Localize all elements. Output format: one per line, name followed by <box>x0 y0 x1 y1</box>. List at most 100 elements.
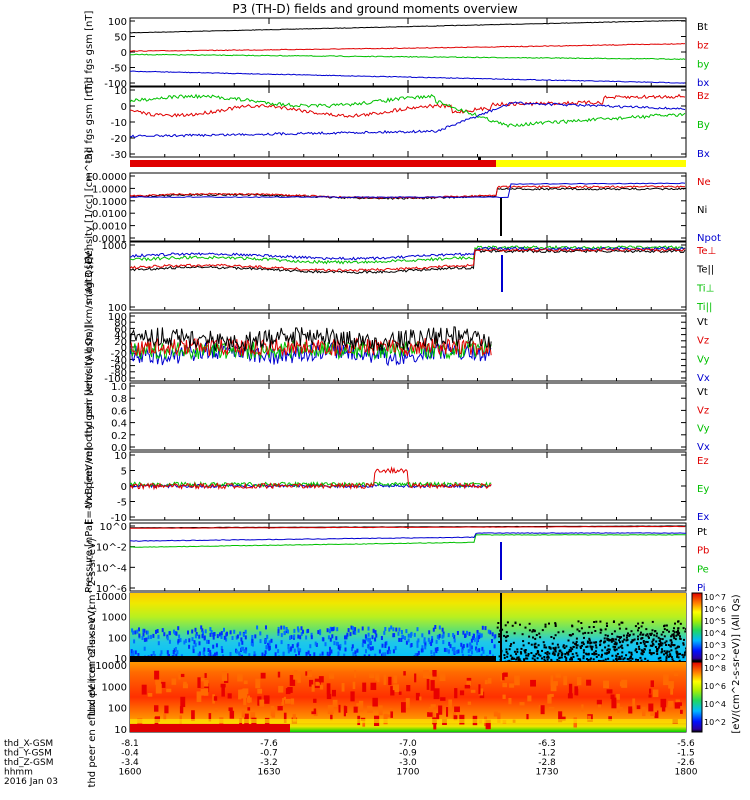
ion-noise <box>519 660 522 661</box>
ion-speckle <box>155 629 157 634</box>
ion-speckle <box>470 645 473 650</box>
ion-speckle <box>296 626 299 631</box>
electron-patch <box>503 672 508 677</box>
ion-noise <box>671 658 674 661</box>
ion-noise <box>581 644 583 647</box>
electron-patch <box>392 685 397 691</box>
ion-speckle <box>436 634 439 639</box>
ion-noise <box>631 657 634 660</box>
ion-speckle <box>434 625 437 629</box>
ion-noise <box>614 641 617 644</box>
ion-speckle <box>434 647 437 652</box>
ion-noise <box>651 640 654 643</box>
electron-patch <box>227 693 232 699</box>
ion-noise <box>611 637 614 640</box>
ion-noise <box>536 651 539 654</box>
legend-vy: Vy <box>697 354 710 365</box>
ion-noise <box>612 621 615 623</box>
ion-noise <box>615 648 618 651</box>
ion-speckle <box>421 645 424 650</box>
ion-noise <box>496 626 499 629</box>
ion-noise <box>677 627 680 630</box>
ion-noise <box>603 637 606 640</box>
ion-speckle <box>398 637 401 642</box>
ion-noise <box>606 649 609 652</box>
electron-patch <box>514 675 520 686</box>
ion-noise <box>588 637 591 640</box>
ion-speckle <box>476 633 479 638</box>
electron-patch <box>446 707 449 717</box>
ion-speckle <box>456 631 459 635</box>
ion-noise <box>569 646 572 649</box>
ion-speckle <box>417 638 420 643</box>
legend-pb: Pb <box>697 546 709 557</box>
ion-noise <box>577 620 580 623</box>
electron-patch <box>423 670 429 679</box>
ion-speckle <box>431 638 434 643</box>
ion-noise <box>612 638 615 641</box>
ion-noise <box>528 622 531 625</box>
ion-noise <box>498 633 501 636</box>
electron-patch <box>419 696 422 701</box>
ion-noise <box>558 656 561 659</box>
ion-noise <box>623 638 626 641</box>
ion-noise <box>590 646 593 649</box>
ion-speckle <box>471 650 473 655</box>
ion-noise <box>579 658 581 661</box>
ion-speckle <box>289 635 291 640</box>
ion-speckle <box>384 641 387 646</box>
ion-speckle <box>410 643 413 647</box>
ion-noise <box>567 639 570 642</box>
ion-speckle <box>333 641 336 646</box>
y-tick-label: 10 <box>114 451 127 462</box>
electron-patch <box>430 680 435 691</box>
electron-patch <box>401 702 406 713</box>
ion-speckle <box>416 643 419 648</box>
ion-noise <box>673 631 676 634</box>
ion-speckle <box>192 649 195 654</box>
ion-noise <box>649 632 652 635</box>
y-axis-label: Pressure [nPa] <box>84 521 95 593</box>
electron-patch <box>326 683 331 695</box>
panel-6: 1.00.80.6 0.40.20.0 thd peer velocity gsm … <box>84 324 710 508</box>
ion-speckle <box>356 648 359 653</box>
ion-noise <box>607 657 610 660</box>
ion-speckle <box>438 633 441 638</box>
ion-speckle <box>136 629 139 634</box>
ion-speckle <box>367 626 370 631</box>
ion-noise <box>599 631 602 634</box>
ion-speckle <box>184 638 187 643</box>
ion-speckle <box>309 644 312 649</box>
ion-speckle <box>283 625 286 630</box>
series-vt <box>130 326 492 352</box>
ion-speckle <box>174 631 177 635</box>
electron-patch <box>250 712 256 721</box>
ion-noise <box>539 636 542 639</box>
ion-speckle <box>381 643 384 648</box>
footer-value: 1600 <box>119 768 142 778</box>
ion-speckle <box>489 650 492 655</box>
ion-noise <box>546 658 549 661</box>
electron-patch <box>197 677 201 689</box>
ion-noise <box>506 655 509 658</box>
ion-speckle <box>491 639 493 643</box>
y-tick-label: 10^-2 <box>96 543 127 554</box>
electron-patch <box>398 691 402 695</box>
electron-patch <box>277 671 281 678</box>
electron-patch <box>214 708 218 712</box>
ion-noise <box>535 646 538 649</box>
electron-patch <box>454 706 460 713</box>
ion-noise <box>639 656 642 659</box>
ion-noise <box>655 640 658 643</box>
ion-speckle <box>452 649 455 654</box>
ion-noise <box>677 629 679 632</box>
electron-patch <box>332 689 336 697</box>
ion-noise <box>632 639 635 642</box>
electron-patch <box>467 701 472 706</box>
ion-speckle <box>453 638 456 643</box>
y-axis-label: thd fgs gsm [nT] <box>84 81 95 164</box>
ion-speckle <box>188 638 191 643</box>
ion-speckle <box>268 643 271 648</box>
ion-noise <box>569 634 572 637</box>
ion-noise <box>560 651 563 654</box>
